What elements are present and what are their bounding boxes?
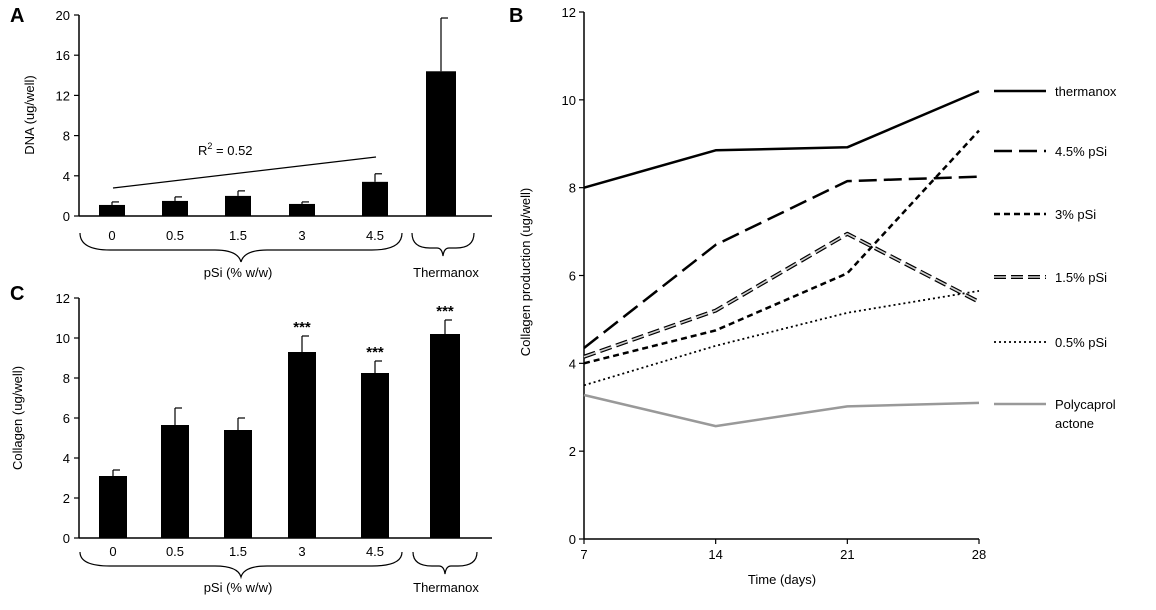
panel-c-psi-brace [79,551,403,580]
panel-c-category-label: 3 [298,544,305,559]
legend-label-3-psi: 3% pSi [1055,207,1096,222]
panel-a-bar-1-5 [225,195,251,216]
panel-b-xtick-label: 21 [840,547,854,562]
panel-b-ylabel: Collagen production (ug/well) [518,188,533,356]
panel-b-ytick-label: 10 [562,93,576,108]
panel-b-x-ticks: 7 14 21 28 [580,539,986,562]
panel-a-control-label: Thermanox [413,265,479,280]
panel-a-ylabel: DNA (ug/well) [22,75,37,154]
series-line-05-psi [583,290,980,387]
panel-a-ytick-label: 20 [56,8,70,23]
panel-b-ytick-label: 2 [569,444,576,459]
panel-a-r2-label: R2 = 0.52 [198,141,253,158]
panel-c-control-label: Thermanox [413,580,479,595]
panel-c-significance-marker: *** [293,319,311,336]
panel-c-bar-4-5 [361,373,389,538]
panel-c-ytick-label: 6 [63,411,70,426]
panel-a-psi-brace [79,232,403,263]
series-line-thermanox [583,89,980,189]
panel-c-letter: C [10,283,24,305]
panel-a: A 0 4 8 12 16 20 DNA (ug/well) 0 0.5 1.5 3 4.5 R2… [10,5,492,280]
panel-c-bars: *** *** *** [99,303,460,538]
series-line-15-psi-inner [583,233,980,358]
panel-c-ytick-label: 2 [63,491,70,506]
panel-b-xtick-label: 7 [580,547,587,562]
panel-a-bar-0-5 [162,200,188,216]
panel-a-ygrid-ticks: 0 4 8 12 16 20 [56,8,79,224]
panel-a-bar-thermanox [426,71,456,216]
panel-a-category-label: 0.5 [166,228,184,243]
panel-c-category-labels: 0 0.5 1.5 3 4.5 [109,544,384,559]
panel-b-xtick-label: 14 [708,547,722,562]
panel-c-category-label: 4.5 [366,544,384,559]
panel-b-ytick-label: 12 [562,5,576,20]
panel-c-bar-3 [288,352,316,538]
panel-a-ytick-label: 4 [63,169,70,184]
legend-label-4-5-psi: 4.5% pSi [1055,144,1107,159]
legend-label-0-5-psi: 0.5% pSi [1055,335,1107,350]
legend-label-polycaprolactone-2: actone [1055,416,1094,431]
series-line-45-psi [583,175,980,349]
panel-a-trend-line [112,156,377,189]
panel-a-ytick-label: 0 [63,209,70,224]
panel-b-series [583,89,980,428]
panel-b-legend: thermanox 4.5% pSi 3% pSi 1.5% pSi 0.5% … [994,84,1117,431]
legend-label-polycaprolactone-1: Polycaprol [1055,397,1116,412]
panel-c-significance-marker: *** [366,344,384,361]
panel-b-ytick-label: 4 [569,356,576,371]
panel-a-thermanox-brace [411,232,475,257]
panel-a-category-label: 1.5 [229,228,247,243]
panel-a-bar-4-5 [362,181,388,216]
legend-label-1-5-psi: 1.5% pSi [1055,270,1107,285]
panel-c-category-label: 1.5 [229,544,247,559]
panel-c-group-label: pSi (% w/w) [204,580,273,595]
panel-c-bar-0 [99,476,127,538]
panel-a-group-label: pSi (% w/w) [204,265,273,280]
panel-c-thermanox-brace [412,551,478,575]
panel-b: B 0 2 4 6 8 10 12 7 14 21 28 Collagen production … [509,5,1117,587]
panel-a-bar-3 [289,203,315,216]
panel-a-bars [99,17,456,216]
panel-a-category-label: 4.5 [366,228,384,243]
panel-a-ytick-label: 16 [56,48,70,63]
panel-c-significance-marker: *** [436,303,454,320]
series-line-15-psi [583,231,980,359]
panel-c-ylabel: Collagen (ug/well) [10,366,25,470]
panel-b-ytick-label: 6 [569,269,576,284]
series-line-polycaprolactone [583,393,980,428]
panel-c-ygrid-ticks: 0 2 4 6 8 10 12 [56,291,79,546]
panel-b-letter: B [509,5,523,27]
panel-a-category-label: 3 [298,228,305,243]
panel-c-bar-1-5 [224,430,252,538]
panel-c-ytick-label: 4 [63,451,70,466]
legend-label-thermanox: thermanox [1055,84,1117,99]
panel-c-ytick-label: 0 [63,531,70,546]
panel-c-bar-0-5 [161,425,189,538]
panel-a-category-labels: 0 0.5 1.5 3 4.5 [108,228,384,243]
panel-a-ytick-label: 8 [63,129,70,144]
panel-b-ytick-label: 8 [569,181,576,196]
panel-b-xlabel: Time (days) [748,572,816,587]
panel-c-category-label: 0.5 [166,544,184,559]
panel-c-ytick-label: 10 [56,331,70,346]
panel-b-xtick-label: 28 [972,547,986,562]
panel-c-ytick-label: 8 [63,371,70,386]
panel-c-category-label: 0 [109,544,116,559]
panel-c-ytick-label: 12 [56,291,70,306]
panel-b-ytick-label: 0 [569,532,576,547]
panel-c-bar-thermanox [430,334,460,538]
panel-b-y-ticks: 0 2 4 6 8 10 12 [562,5,584,547]
panel-a-letter: A [10,5,24,27]
panel-a-bar-0 [99,204,125,216]
panel-a-category-label: 0 [108,228,115,243]
panel-a-ytick-label: 12 [56,88,70,103]
